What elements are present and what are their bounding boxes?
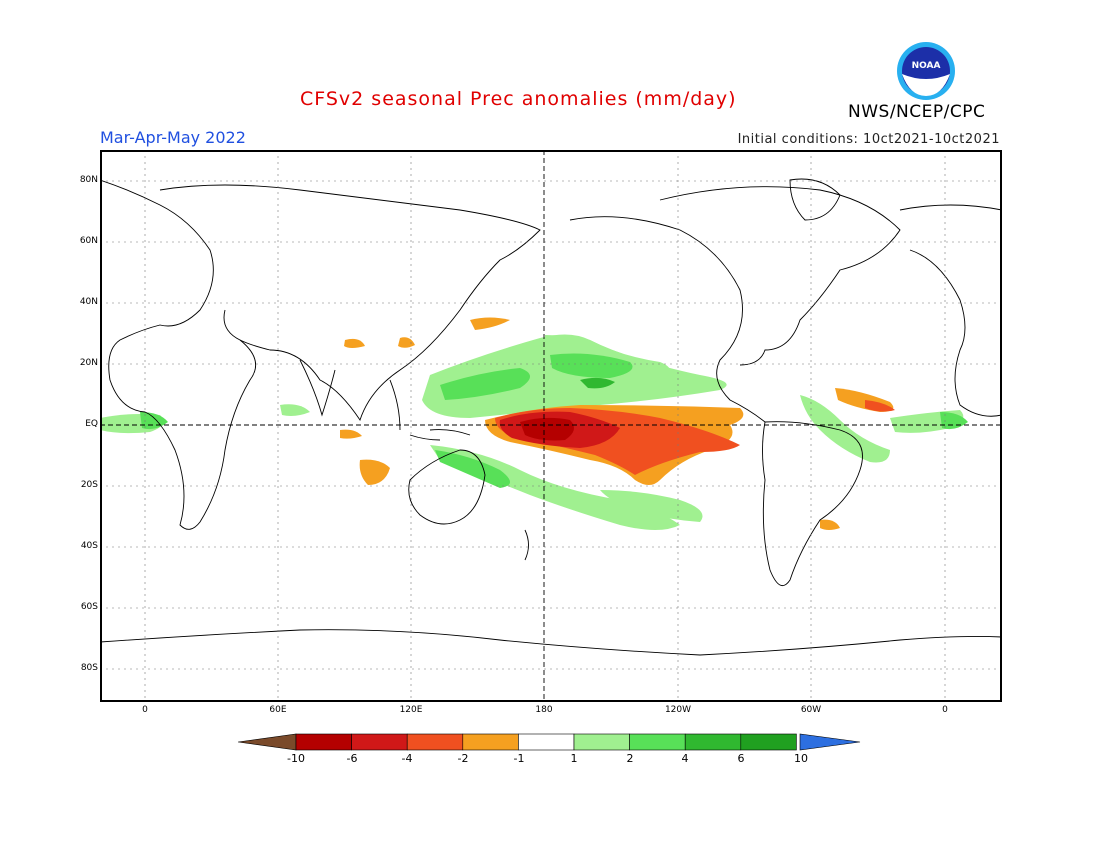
- colorbar-swatch: [295, 733, 352, 751]
- colorbar-swatch: [518, 733, 575, 751]
- lon-label: 60W: [800, 705, 822, 715]
- colorbar-swatch: [462, 733, 519, 751]
- lat-label: 60N: [79, 236, 98, 246]
- colorbar-label: 10: [794, 752, 808, 765]
- colorbar-label: -6: [346, 752, 358, 765]
- lat-label: 20S: [80, 480, 98, 490]
- colorbar-label: -2: [457, 752, 469, 765]
- equator-dateline: [100, 150, 1002, 702]
- colorbar-label: -4: [401, 752, 413, 765]
- lat-label: 80S: [80, 663, 98, 673]
- colorbar-label: 4: [681, 752, 689, 765]
- colorbar-label: -1: [513, 752, 525, 765]
- lat-label: 40S: [80, 541, 98, 551]
- lon-label: 60E: [269, 705, 287, 715]
- lat-label: 40N: [79, 297, 98, 307]
- anomaly-field: [100, 317, 968, 530]
- lat-label: EQ: [85, 419, 98, 429]
- colorbar-swatch: [351, 733, 408, 751]
- colorbar-label: -10: [287, 752, 305, 765]
- map-frame: [100, 150, 1002, 702]
- noaa-logo-icon: NOAA: [897, 42, 955, 100]
- lat-label: 60S: [80, 602, 98, 612]
- chart-title: CFSv2 seasonal Prec anomalies (mm/day): [300, 88, 737, 110]
- grid-lines: [100, 150, 1002, 702]
- colorbar: [238, 733, 861, 751]
- precipitation-anomaly-map: [100, 150, 1002, 702]
- lon-label: 120W: [664, 705, 692, 715]
- lat-label: 80N: [79, 175, 98, 185]
- colorbar-label: 1: [570, 752, 578, 765]
- colorbar-arrow-high: [799, 733, 861, 751]
- colorbar-swatch: [629, 733, 686, 751]
- coastlines: [100, 178, 1002, 656]
- lon-label: 0: [942, 705, 948, 715]
- agency-label: NWS/NCEP/CPC: [848, 102, 986, 122]
- colorbar-arrow-low: [238, 733, 297, 751]
- lat-label: 20N: [79, 358, 98, 368]
- colorbar-label: 2: [626, 752, 634, 765]
- colorbar-label: 6: [737, 752, 745, 765]
- initial-conditions-label: Initial conditions: 10ct2021-10ct2021: [737, 132, 1000, 147]
- colorbar-swatch: [684, 733, 742, 751]
- colorbar-swatch: [740, 733, 797, 751]
- season-label: Mar-Apr-May 2022: [100, 128, 246, 147]
- colorbar-swatch: [573, 733, 630, 751]
- lon-label: 120E: [399, 705, 423, 715]
- lon-label: 180: [535, 705, 553, 715]
- logo-text: NOAA: [912, 61, 941, 71]
- lon-label: 0: [142, 705, 148, 715]
- colorbar-swatch: [406, 733, 464, 751]
